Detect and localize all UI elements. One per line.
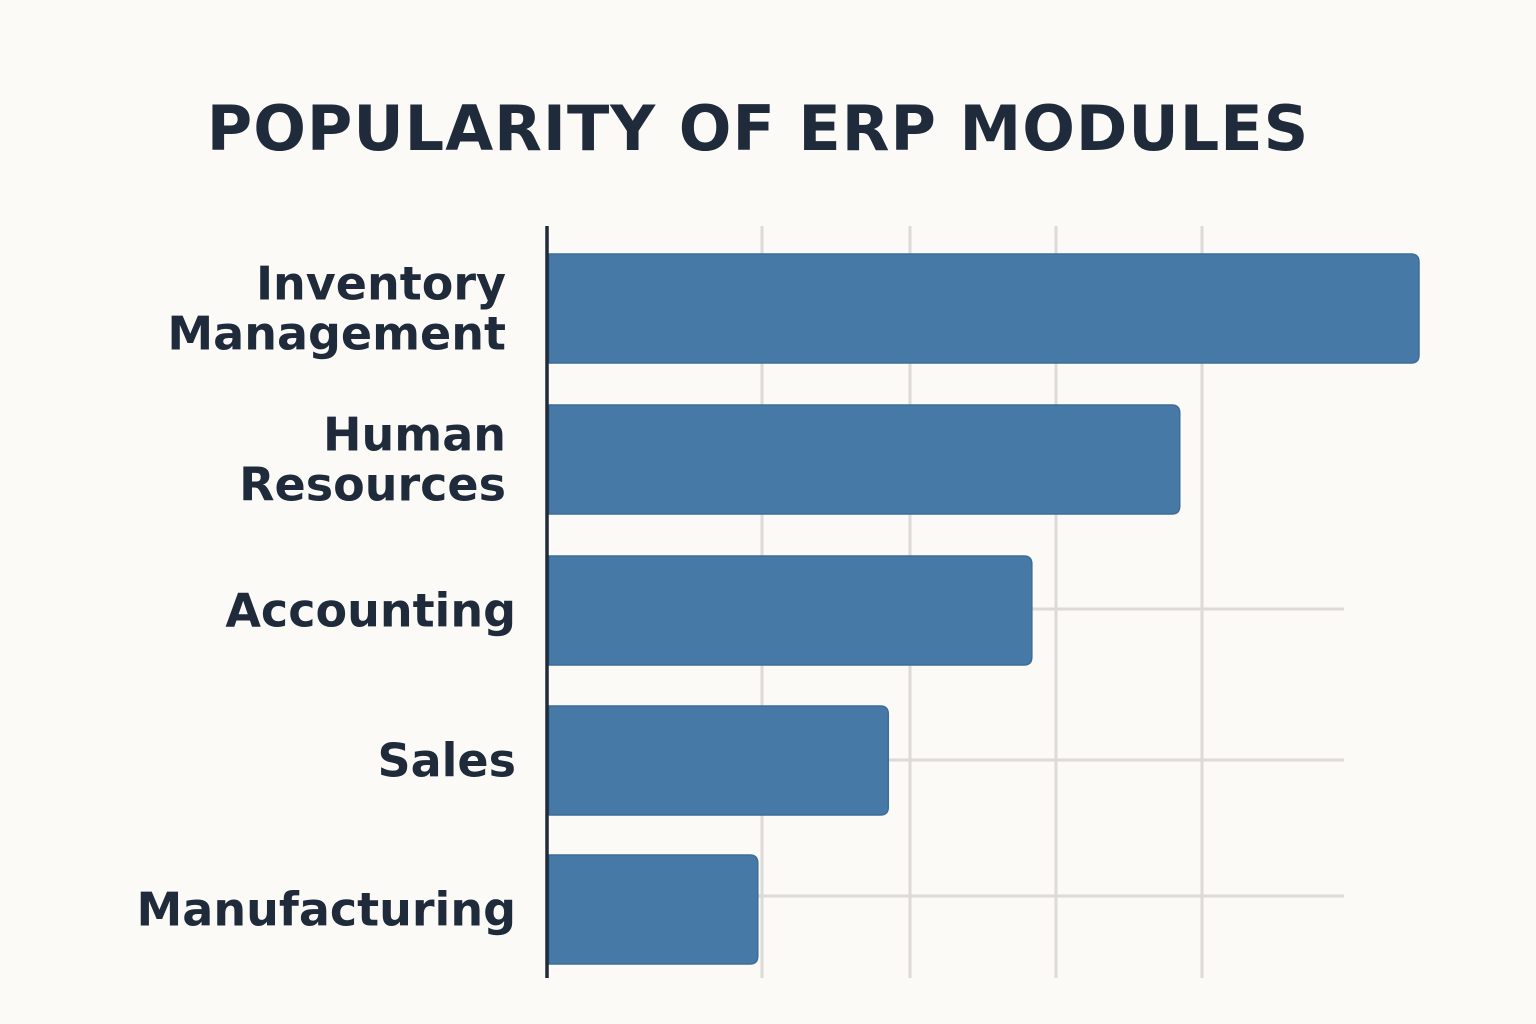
category-label: Inventory Management: [167, 257, 506, 361]
category-label: Accounting: [225, 584, 516, 638]
category-labels: Inventory Management Human Resources Account…: [137, 257, 517, 937]
category-label-line: Accounting: [225, 584, 516, 638]
category-label-line: Resources: [239, 458, 506, 512]
category-label-line: Human: [323, 408, 506, 462]
category-label: Manufacturing: [137, 883, 517, 937]
chart-title: POPULARITY OF ERP MODULES: [206, 92, 1310, 165]
bars-layer: [548, 253, 1420, 965]
bar-sales: [548, 705, 890, 816]
bar-manufacturing: [548, 854, 759, 965]
bar-inventory-management: [548, 253, 1420, 364]
bar-accounting: [548, 555, 1033, 666]
category-label-line: Manufacturing: [137, 883, 517, 937]
category-label: Sales: [377, 734, 516, 788]
category-label-line: Sales: [377, 734, 516, 788]
bar-human-resources: [548, 404, 1181, 515]
category-label: Human Resources: [239, 408, 506, 512]
category-label-line: Inventory: [256, 257, 506, 311]
category-label-line: Management: [167, 307, 506, 361]
